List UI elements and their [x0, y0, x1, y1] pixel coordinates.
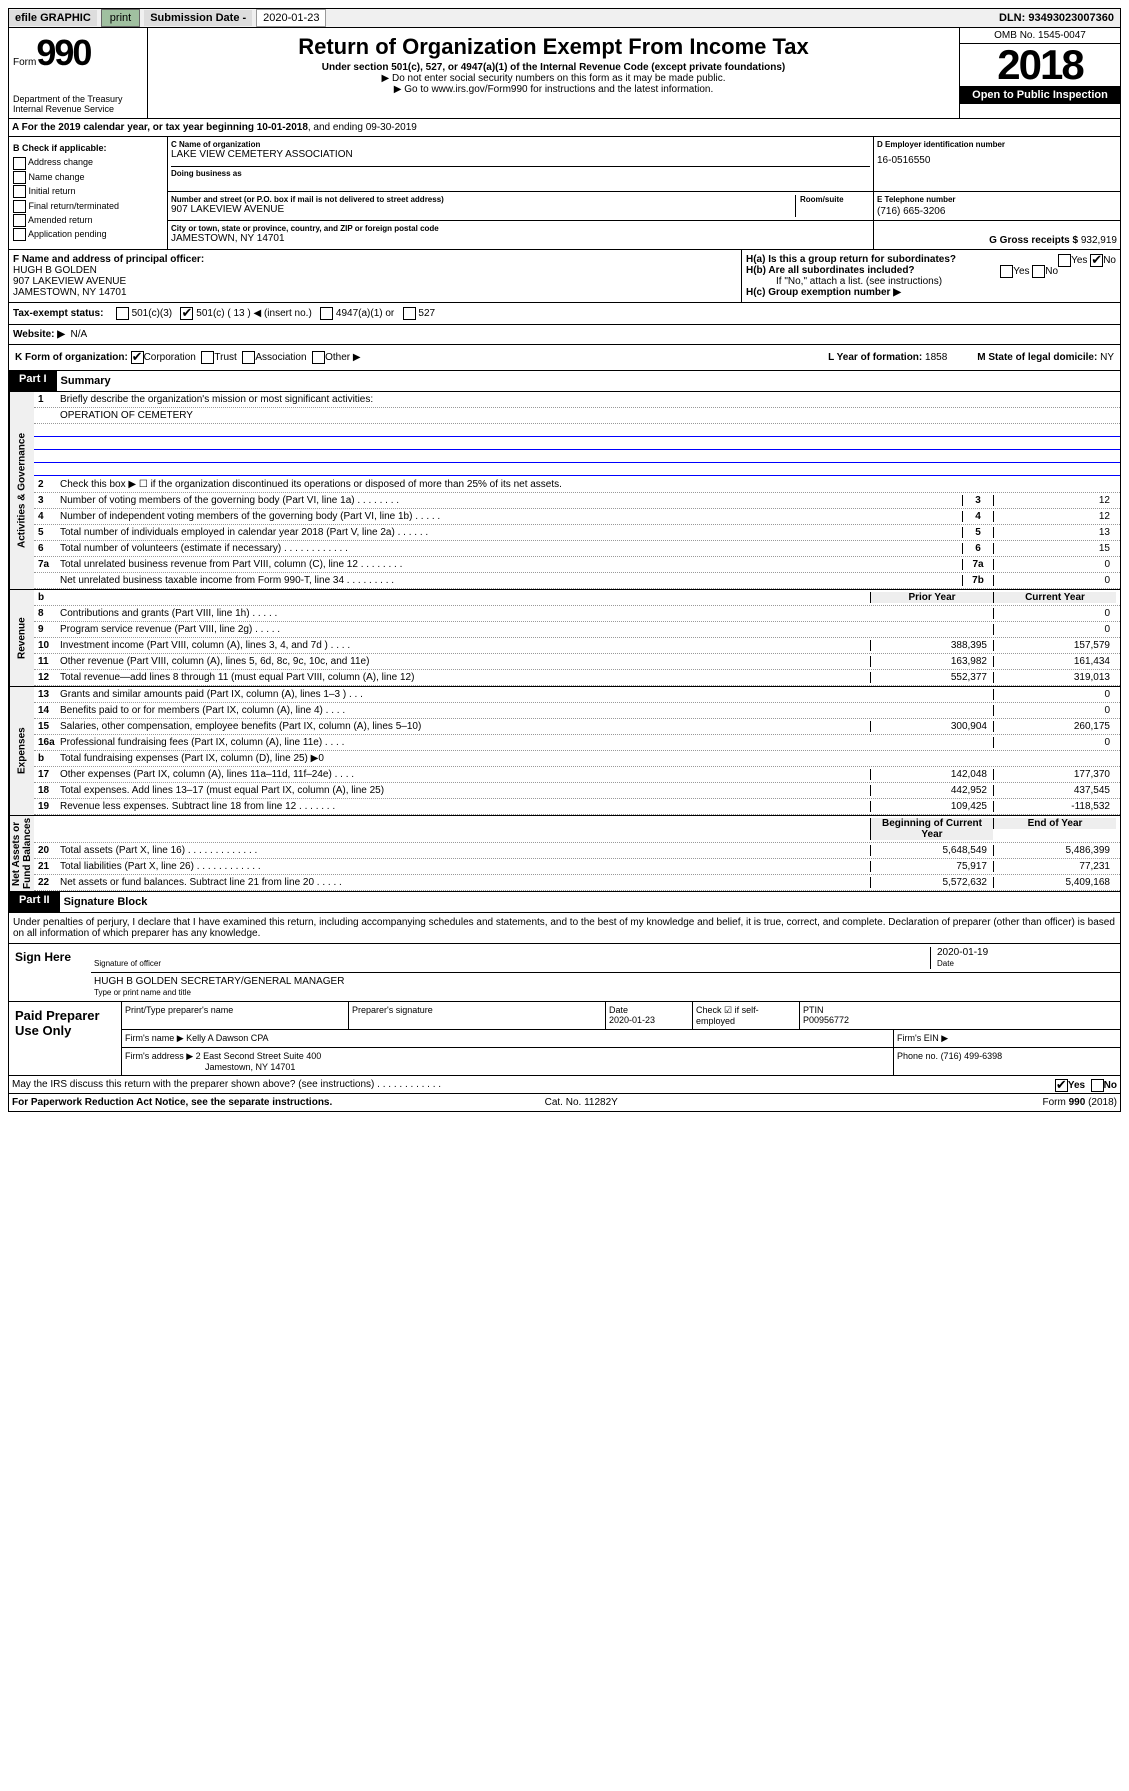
dept-treasury: Department of the Treasury Internal Reve…	[13, 94, 143, 114]
summary-expenses: Expenses 13Grants and similar amounts pa…	[8, 687, 1121, 816]
vtab-expenses: Expenses	[9, 687, 34, 815]
line-a: A For the 2019 calendar year, or tax yea…	[8, 119, 1121, 137]
gross-receipts: 932,919	[1081, 235, 1117, 246]
ein-cell: D Employer identification number 16-0516…	[873, 137, 1120, 191]
summary-governance: Activities & Governance 1Briefly describ…	[8, 392, 1121, 590]
open-public: Open to Public Inspection	[960, 86, 1120, 104]
chk-pending: Application pending	[13, 227, 163, 241]
tax-year: 2018	[960, 44, 1120, 86]
footer: For Paperwork Reduction Act Notice, see …	[8, 1094, 1121, 1112]
efile-label: efile GRAPHIC	[9, 10, 97, 26]
org-city: JAMESTOWN, NY 14701	[171, 233, 870, 244]
part1-header: Part I Summary	[8, 371, 1121, 392]
form-title: Return of Organization Exempt From Incom…	[152, 34, 955, 60]
efile-topbar: efile GRAPHIC print Submission Date - 20…	[8, 8, 1121, 28]
block-fh: F Name and address of principal officer:…	[8, 250, 1121, 303]
print-button[interactable]: print	[101, 9, 140, 27]
subdate-value: 2020-01-23	[256, 9, 326, 27]
summary-netassets: Net Assets or Fund Balances Beginning of…	[8, 816, 1121, 892]
ein-value: 16-0516550	[877, 155, 1117, 166]
org-address: 907 LAKEVIEW AVENUE	[171, 204, 795, 215]
vtab-revenue: Revenue	[9, 590, 34, 686]
chk-address: Address change	[13, 155, 163, 169]
section-b: B Check if applicable: Address change Na…	[9, 137, 168, 249]
vtab-governance: Activities & Governance	[9, 392, 34, 589]
block-bcd: B Check if applicable: Address change Na…	[8, 137, 1121, 250]
line-klm: K Form of organization: Corporation Trus…	[8, 345, 1121, 371]
chk-final: Final return/terminated	[13, 199, 163, 213]
officer-name: HUGH B GOLDEN	[13, 265, 97, 276]
subtitle-2: ▶ Do not enter social security numbers o…	[152, 73, 955, 84]
org-name: LAKE VIEW CEMETERY ASSOCIATION	[171, 149, 870, 160]
form-number: 990	[36, 32, 90, 73]
chk-amended: Amended return	[13, 213, 163, 227]
chk-initial: Initial return	[13, 184, 163, 198]
vtab-netassets: Net Assets or Fund Balances	[9, 816, 34, 891]
line-i: Tax-exempt status: 501(c)(3) 501(c) ( 13…	[8, 303, 1121, 325]
summary-revenue: Revenue bPrior YearCurrent Year 8Contrib…	[8, 590, 1121, 687]
subtitle-1: Under section 501(c), 527, or 4947(a)(1)…	[152, 62, 955, 73]
form-header: Form990 Department of the Treasury Inter…	[8, 28, 1121, 119]
form-word: Form	[13, 57, 36, 68]
part2-header: Part II Signature Block	[8, 892, 1121, 913]
phone-value: (716) 665-3206	[877, 206, 1117, 217]
line-j: Website: ▶ N/A	[8, 325, 1121, 345]
subdate-label: Submission Date -	[144, 10, 252, 26]
signature-block: Under penalties of perjury, I declare th…	[8, 913, 1121, 1094]
chk-name: Name change	[13, 170, 163, 184]
dln: DLN: 93493023007360	[993, 10, 1120, 26]
org-name-cell: C Name of organization LAKE VIEW CEMETER…	[168, 137, 873, 191]
subtitle-3: ▶ Go to www.irs.gov/Form990 for instruct…	[152, 84, 955, 95]
